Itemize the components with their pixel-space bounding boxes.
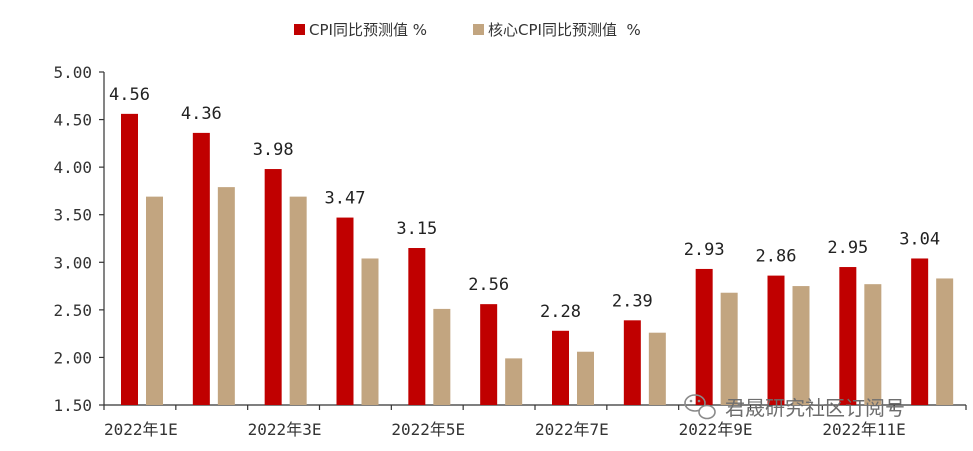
bar-core-cpi xyxy=(361,258,379,405)
y-tick-label: 2.50 xyxy=(53,301,92,320)
bar-core-cpi xyxy=(146,196,163,405)
x-tick-label: 2022年1E xyxy=(104,420,178,439)
x-tick-label: 2022年11E xyxy=(822,420,905,439)
data-label: 2.56 xyxy=(468,275,509,295)
x-axis: 2022年1E 2022年3E 2022年5E 2022年7E 2022年9E 2022年… xyxy=(103,404,967,439)
bar-cpi xyxy=(192,132,210,406)
bar-cpi xyxy=(623,320,641,405)
data-label: 2.28 xyxy=(540,302,581,322)
data-label: 3.15 xyxy=(396,219,437,239)
x-tick-label: 2022年3E xyxy=(248,420,322,439)
data-label: 2.39 xyxy=(612,291,653,311)
y-tick-label: 4.50 xyxy=(53,111,92,130)
bar-cpi xyxy=(552,330,569,405)
bar-core-cpi xyxy=(433,308,451,405)
y-axis: 1.50 2.00 2.50 3.00 3.50 4.00 4.50 5.00 xyxy=(53,63,105,415)
x-tick-label: 2022年5E xyxy=(391,420,465,439)
data-label: 4.36 xyxy=(181,104,222,124)
watermark: 君晟研究社区订阅号 xyxy=(684,394,905,420)
y-tick-label: 3.50 xyxy=(53,206,92,225)
data-label: 3.98 xyxy=(253,140,294,160)
bar-cpi xyxy=(121,113,138,405)
bar-core-cpi xyxy=(505,358,523,405)
data-label: 2.95 xyxy=(827,238,868,258)
bar-core-cpi xyxy=(217,187,235,405)
y-tick-label: 2.00 xyxy=(53,348,92,367)
bar-cpi xyxy=(839,267,857,405)
legend: CPI同比预测值 % 核心CPI同比预测值 % xyxy=(294,21,641,39)
bars xyxy=(121,113,954,406)
legend-swatch-core-cpi xyxy=(473,24,484,35)
y-tick-label: 4.00 xyxy=(53,158,92,177)
bar-cpi xyxy=(911,258,929,405)
y-tick-label: 1.50 xyxy=(53,396,92,415)
wechat-icon xyxy=(684,394,716,420)
data-label: 2.93 xyxy=(684,240,725,260)
bar-cpi xyxy=(767,275,785,405)
bar-cpi xyxy=(264,169,282,405)
data-label: 2.86 xyxy=(756,247,797,267)
legend-swatch-cpi xyxy=(294,24,305,35)
bar-core-cpi xyxy=(936,278,954,405)
bar-core-cpi xyxy=(289,196,307,405)
bar-core-cpi xyxy=(648,332,666,405)
bar-cpi xyxy=(695,268,713,405)
bar-core-cpi xyxy=(720,292,738,405)
x-tick-label: 2022年7E xyxy=(535,420,609,439)
bar-core-cpi xyxy=(577,351,594,405)
watermark-text: 君晟研究社区订阅号 xyxy=(725,396,905,420)
data-labels: 4.56 4.36 3.98 3.47 3.15 2.56 2.28 2.39 2.93 2.86… xyxy=(109,85,940,322)
bar-core-cpi xyxy=(792,286,810,405)
y-tick-label: 5.00 xyxy=(53,63,92,82)
legend-label-cpi: CPI同比预测值 % xyxy=(309,21,427,39)
data-label: 3.04 xyxy=(899,229,940,249)
bar-cpi xyxy=(408,248,426,405)
data-label: 4.56 xyxy=(109,85,150,105)
x-tick-label: 2022年9E xyxy=(679,420,753,439)
legend-label-core-cpi: 核心CPI同比预测值 % xyxy=(488,21,641,39)
data-label: 3.47 xyxy=(325,189,366,209)
bar-cpi xyxy=(480,304,498,405)
y-tick-label: 3.00 xyxy=(53,253,92,272)
bar-cpi xyxy=(336,217,354,405)
bar-core-cpi xyxy=(864,284,882,405)
